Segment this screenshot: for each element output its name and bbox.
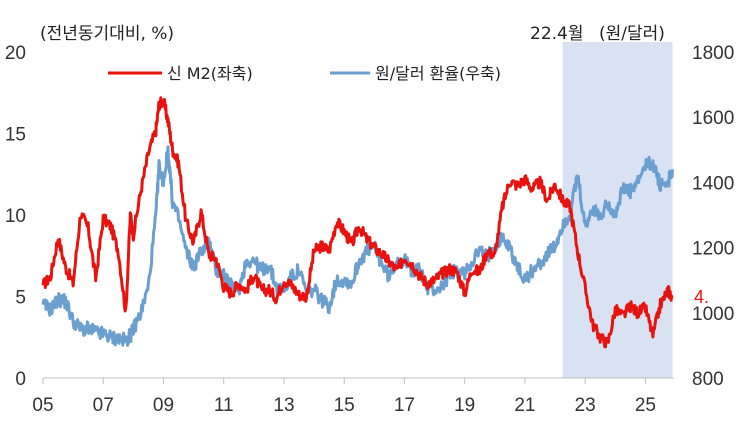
series-line-m2 (41, 96, 674, 349)
x-tick-label: 11 (214, 395, 234, 416)
series-lines (41, 96, 674, 349)
y-left-tick-label: 20 (5, 43, 26, 64)
y-right-tick-label: 800 (692, 369, 724, 390)
y-left-tick-label: 0 (15, 369, 26, 390)
x-ticks: 05 07 09 11 13 15 17 19 21 23 25 (32, 378, 656, 416)
y-left-tick-label: 5 (15, 288, 26, 309)
y-right-tick-label: 1000 (692, 304, 734, 325)
legend-label-m2: 신 M2(좌축) (167, 64, 253, 83)
left-unit-label: (전년동기대비, %) (40, 24, 174, 44)
y-right-tick-label: 1600 (692, 108, 734, 129)
series-line-fx (41, 145, 674, 347)
x-tick-label: 13 (273, 395, 294, 416)
y-left-tick-label: 15 (5, 125, 26, 146)
x-tick-label: 15 (334, 395, 355, 416)
y-left-tick-label: 10 (5, 206, 26, 227)
x-tick-label: 07 (93, 395, 114, 416)
x-tick-label: 25 (635, 395, 656, 416)
x-tick-label: 17 (394, 395, 415, 416)
x-tick-label: 21 (514, 395, 535, 416)
x-tick-label: 09 (153, 395, 174, 416)
y-left-ticks: 0 5 10 15 20 (5, 43, 26, 390)
right-unit-label: (원/달러) (599, 24, 665, 44)
y-right-tick-label: 1800 (692, 43, 734, 64)
x-tick-label: 23 (575, 395, 596, 416)
end-label: 4. (694, 287, 709, 307)
shaded-label: 22.4월 (530, 24, 584, 44)
legend: 신 M2(좌축) 원/달러 환율(우축) (108, 64, 501, 83)
legend-label-fx: 원/달러 환율(우축) (375, 64, 501, 83)
x-tick-label: 05 (32, 395, 53, 416)
y-right-ticks: 800 1000 1200 1400 1600 1800 (692, 43, 734, 390)
x-tick-label: 19 (454, 395, 475, 416)
y-right-tick-label: 1200 (692, 239, 734, 260)
y-right-tick-label: 1400 (692, 173, 734, 194)
